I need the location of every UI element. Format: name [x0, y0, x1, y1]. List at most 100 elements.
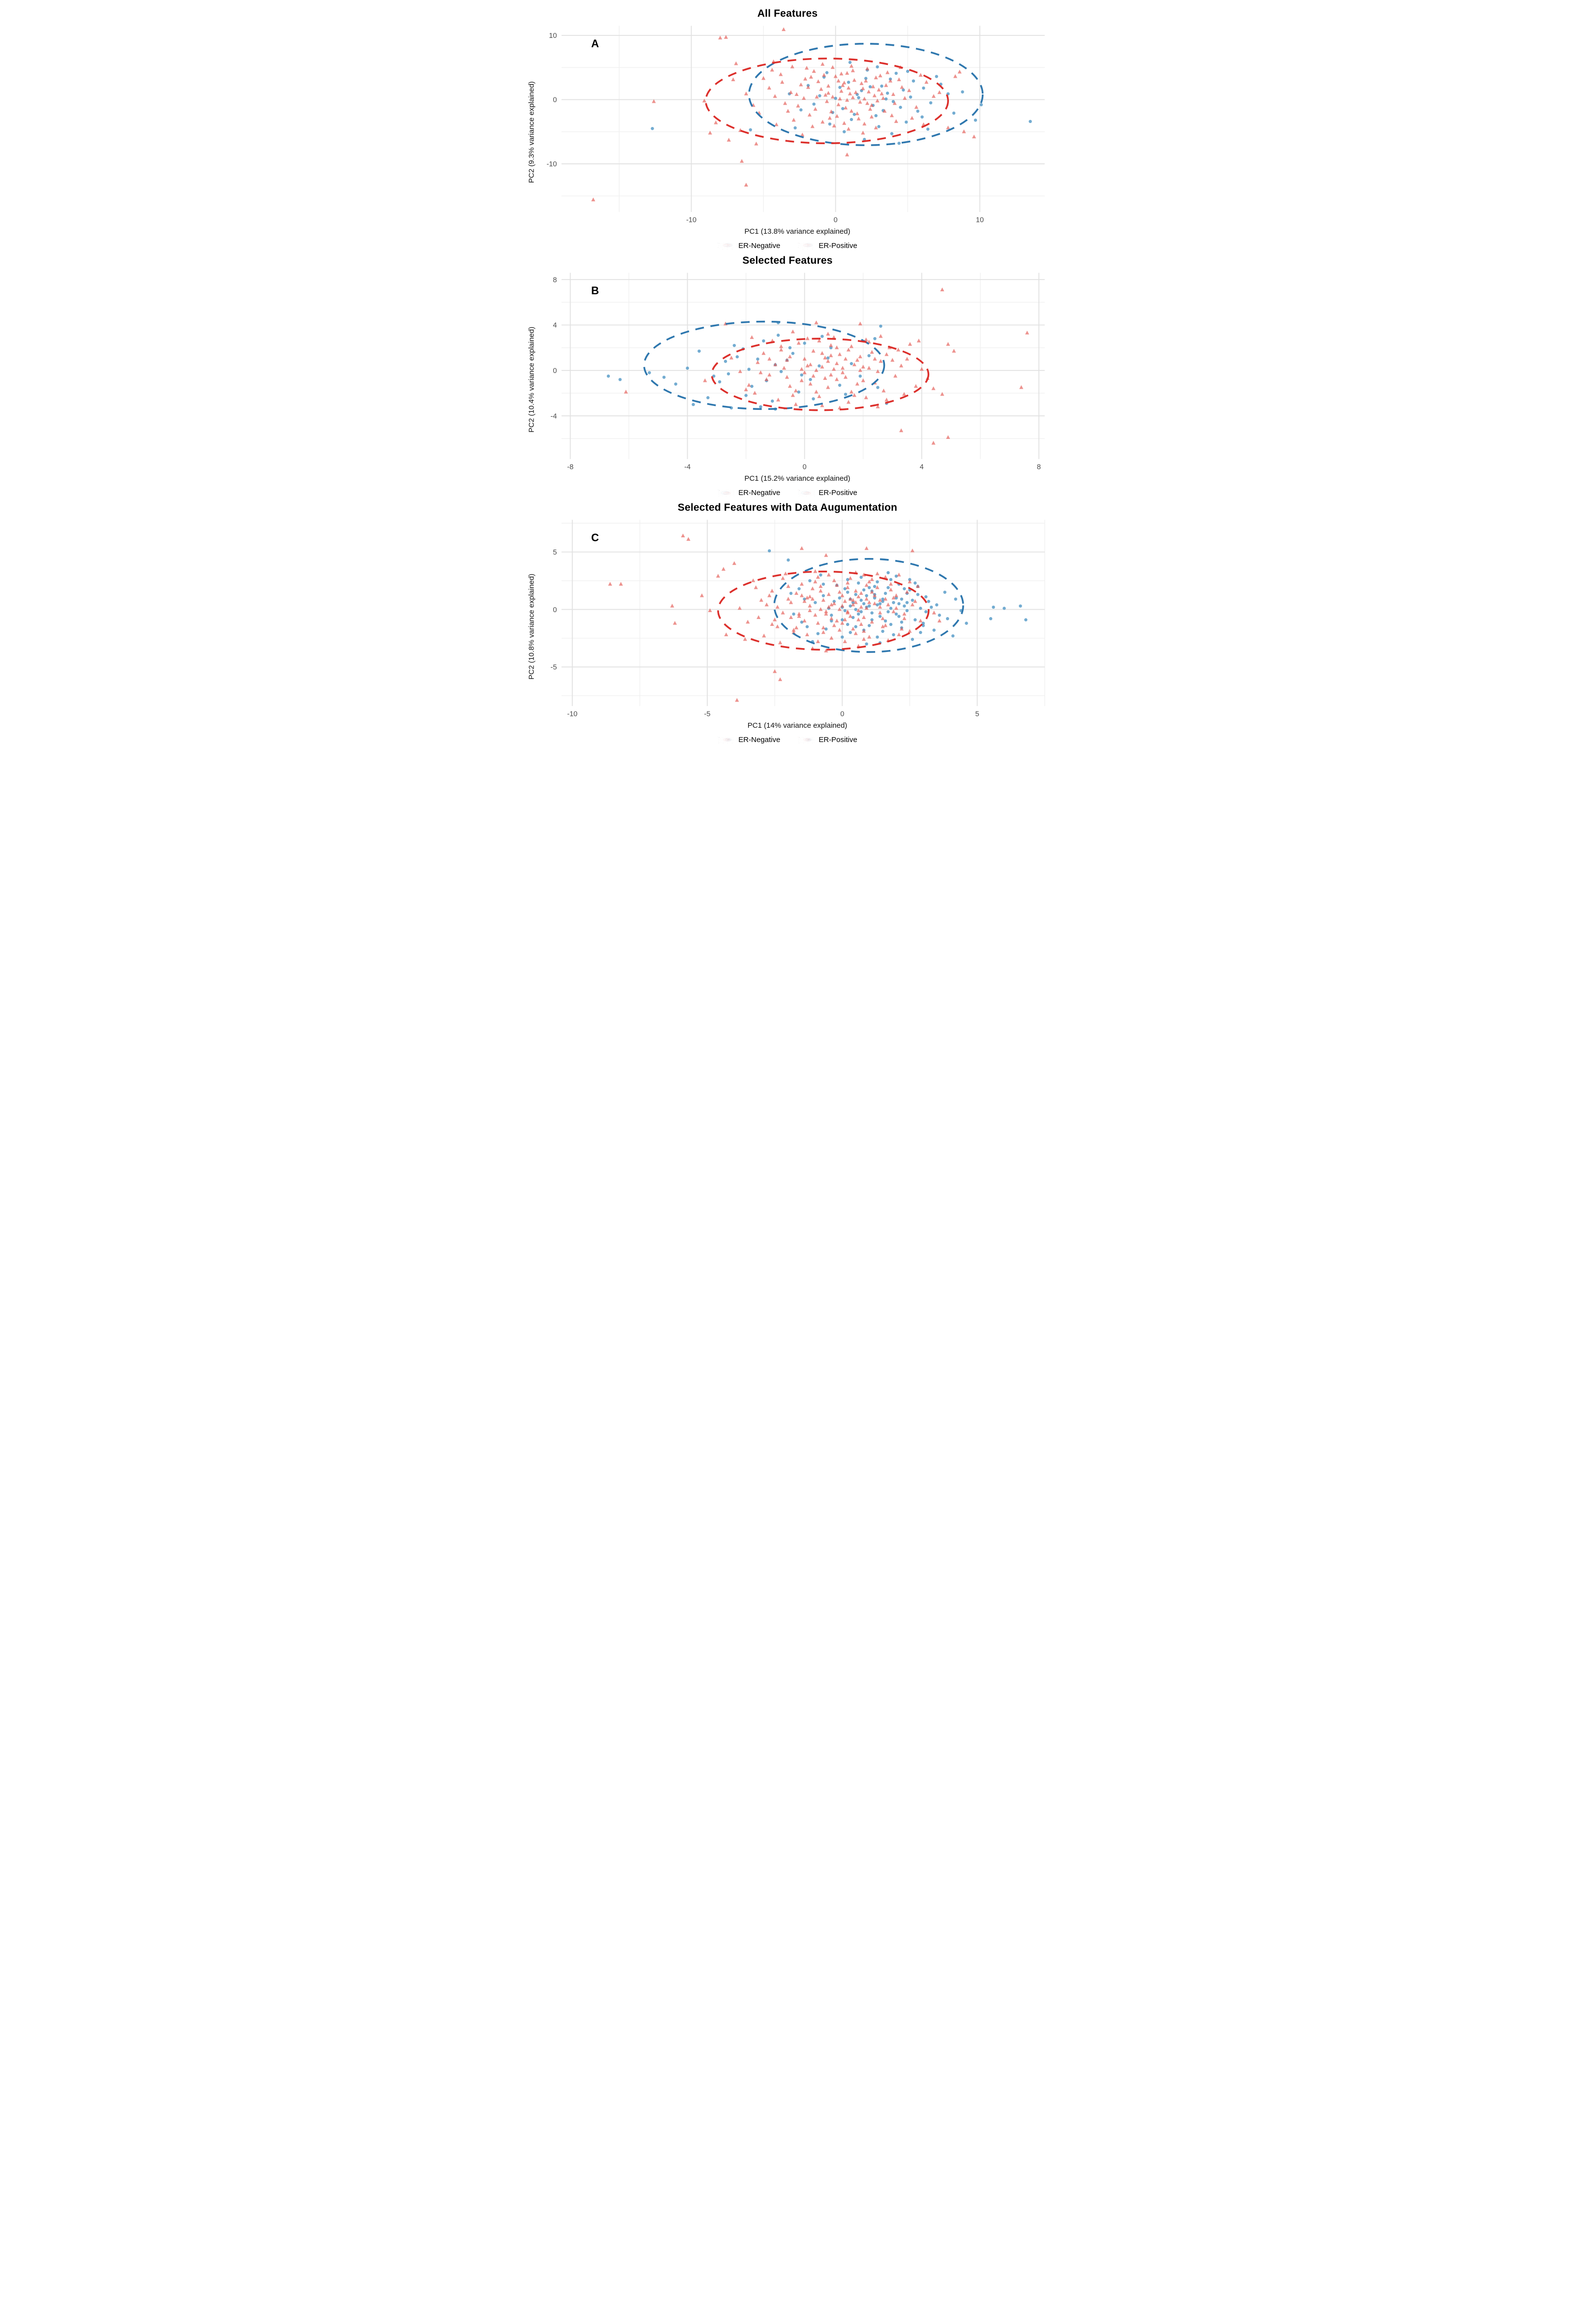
svg-text:10: 10 — [812, 248, 813, 249]
er-positive-ellipse — [723, 492, 731, 495]
legend-label: ER-Positive — [819, 242, 857, 250]
svg-text:-8: -8 — [567, 464, 573, 471]
panel-title: All Features — [757, 8, 818, 19]
er-negative-points — [720, 491, 729, 495]
er-positive-ellipse — [803, 244, 812, 247]
x-axis-label: PC1 (14% variance explained) — [747, 721, 848, 730]
x-axis-label: PC1 (13.8% variance explained) — [744, 227, 850, 236]
er-negative-ellipse — [805, 243, 813, 247]
panel-selected-features: Selected Features PC2 (10.4% variance ex… — [525, 255, 1050, 497]
er-positive-ellipse — [705, 58, 949, 144]
er-negative-ellipse — [773, 558, 964, 653]
scatter-plot-c: -10 -5 0 5 -5 0 5 C — [551, 520, 1045, 718]
figure: All Features PC2 (9.3% variance explaine… — [525, 0, 1050, 758]
svg-text:0: 0 — [553, 606, 557, 614]
gridlines — [561, 520, 1045, 706]
svg-text:-10: -10 — [546, 160, 557, 168]
svg-text:-4: -4 — [551, 412, 557, 420]
y-axis-label: PC2 (10.4% variance explained) — [527, 326, 536, 433]
er-negative-points — [721, 244, 734, 247]
scatter-plot-a: -10 0 10 -10 0 10 A — [546, 26, 1045, 224]
panel-title: Selected Features — [742, 255, 833, 266]
gridlines — [718, 736, 734, 743]
legend-label: ER-Negative — [738, 736, 781, 744]
svg-text:5: 5 — [553, 549, 557, 557]
svg-text:0: 0 — [840, 711, 844, 718]
svg-text:0: 0 — [553, 96, 557, 104]
tick-labels: -10-505-505 — [718, 737, 732, 743]
legend-label: ER-Negative — [738, 242, 781, 250]
svg-text:0: 0 — [834, 217, 838, 224]
legend-label: ER-Negative — [738, 489, 781, 497]
er-negative-ellipse — [643, 320, 885, 410]
gridlines — [798, 242, 815, 249]
er-negative-ellipse — [801, 491, 810, 495]
y-axis-label: PC2 (10.8% variance explained) — [527, 573, 536, 680]
svg-text:4: 4 — [920, 464, 924, 471]
er-positive-points — [720, 737, 731, 743]
svg-text:-10: -10 — [686, 217, 696, 224]
er-positive-points — [591, 27, 976, 202]
svg-text:5: 5 — [975, 711, 979, 718]
legend-label: ER-Positive — [819, 489, 857, 497]
y-axis-label: PC2 (9.3% variance explained) — [527, 81, 536, 184]
gridlines — [561, 273, 1045, 459]
panel-all-features: All Features PC2 (9.3% variance explaine… — [525, 8, 1050, 250]
er-positive-points — [719, 243, 732, 248]
panel-letter: C — [591, 531, 599, 544]
panel-letter: A — [591, 37, 599, 50]
er-negative-ellipse — [748, 43, 984, 146]
tick-labels: -10 0 10 -10 0 10 — [546, 32, 983, 224]
er-positive-points — [624, 287, 1029, 445]
er-positive-points — [801, 490, 814, 496]
er-positive-points — [799, 243, 813, 248]
gridlines — [561, 26, 1045, 212]
svg-text:-5: -5 — [704, 711, 711, 718]
svg-text:10: 10 — [976, 217, 984, 224]
er-positive-points — [608, 533, 942, 702]
er-positive-ellipse — [803, 492, 811, 495]
er-negative-ellipse — [805, 738, 812, 741]
svg-text:10: 10 — [549, 32, 557, 40]
legend-label: ER-Positive — [819, 736, 857, 744]
svg-text:0: 0 — [803, 464, 807, 471]
er-positive-points — [721, 490, 734, 496]
gridlines — [798, 489, 815, 496]
x-axis-label: PC1 (15.2% variance explained) — [744, 474, 850, 483]
gridlines — [718, 242, 734, 249]
gridlines — [718, 489, 734, 496]
er-negative-points — [801, 244, 815, 247]
er-positive-ellipse — [711, 338, 930, 411]
scatter-plot-b: -8 -4 0 4 8 -4 0 4 8 B — [551, 273, 1045, 471]
er-positive-ellipse — [717, 570, 930, 651]
panel-title: Selected Features with Data Augumentatio… — [677, 502, 898, 513]
panel-selected-features-augmented: Selected Features with Data Augumentatio… — [525, 502, 1050, 744]
panel-letter: B — [591, 284, 599, 297]
er-negative-ellipse — [724, 243, 732, 247]
gridlines — [798, 736, 815, 743]
svg-text:-5: -5 — [551, 664, 557, 672]
svg-text:8: 8 — [553, 276, 557, 284]
svg-text:4: 4 — [553, 322, 557, 330]
er-positive-points — [800, 737, 812, 743]
er-negative-ellipse — [721, 491, 729, 495]
tick-labels: -10-505-505 — [798, 737, 813, 743]
